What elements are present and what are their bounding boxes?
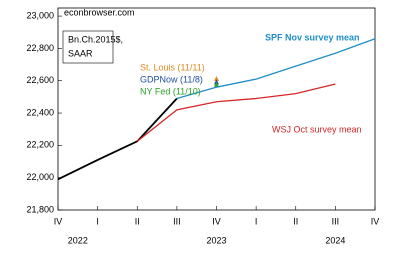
y-tick-label: 22,000 — [26, 172, 54, 182]
x-tick-label: IV — [54, 216, 63, 226]
x-tick-label: II — [135, 216, 140, 226]
x-tick-label: IV — [212, 216, 221, 226]
y-tick-label: 22,600 — [26, 75, 54, 85]
y-tick-label: 21,800 — [26, 204, 54, 214]
x-tick-label: III — [332, 216, 340, 226]
x-tick-label: I — [255, 216, 258, 226]
y-tick-label: 22,800 — [26, 43, 54, 53]
y-tick-label: 22,400 — [26, 107, 54, 117]
units-label: SAAR — [68, 48, 93, 58]
x-tick-label: I — [96, 216, 99, 226]
series-label: WSJ Oct survey mean — [272, 124, 362, 134]
year-label: 2023 — [206, 235, 226, 245]
series-label: St. Louis (11/11) — [140, 62, 205, 72]
series-label: SPF Nov survey mean — [265, 32, 360, 42]
y-tick-label: 22,200 — [26, 140, 54, 150]
x-tick-label: III — [173, 216, 181, 226]
year-label: 2024 — [325, 235, 345, 245]
series-label: NY Fed (11/10) — [140, 86, 201, 96]
x-tick-label: II — [293, 216, 298, 226]
units-label: Bn.Ch.2015$, — [68, 34, 123, 44]
series-line — [57, 97, 178, 181]
nowcast-marker — [214, 76, 219, 82]
series-line — [176, 38, 376, 100]
nowcast-marker — [214, 81, 219, 87]
source-note: econbrowser.com — [64, 7, 135, 17]
year-label: 2022 — [68, 235, 88, 245]
series-label: GDPNow (11/8) — [140, 74, 203, 84]
x-tick-label: IV — [371, 216, 380, 226]
units-box — [62, 30, 114, 64]
y-tick-label: 23,000 — [26, 10, 54, 20]
series-line — [136, 83, 336, 142]
